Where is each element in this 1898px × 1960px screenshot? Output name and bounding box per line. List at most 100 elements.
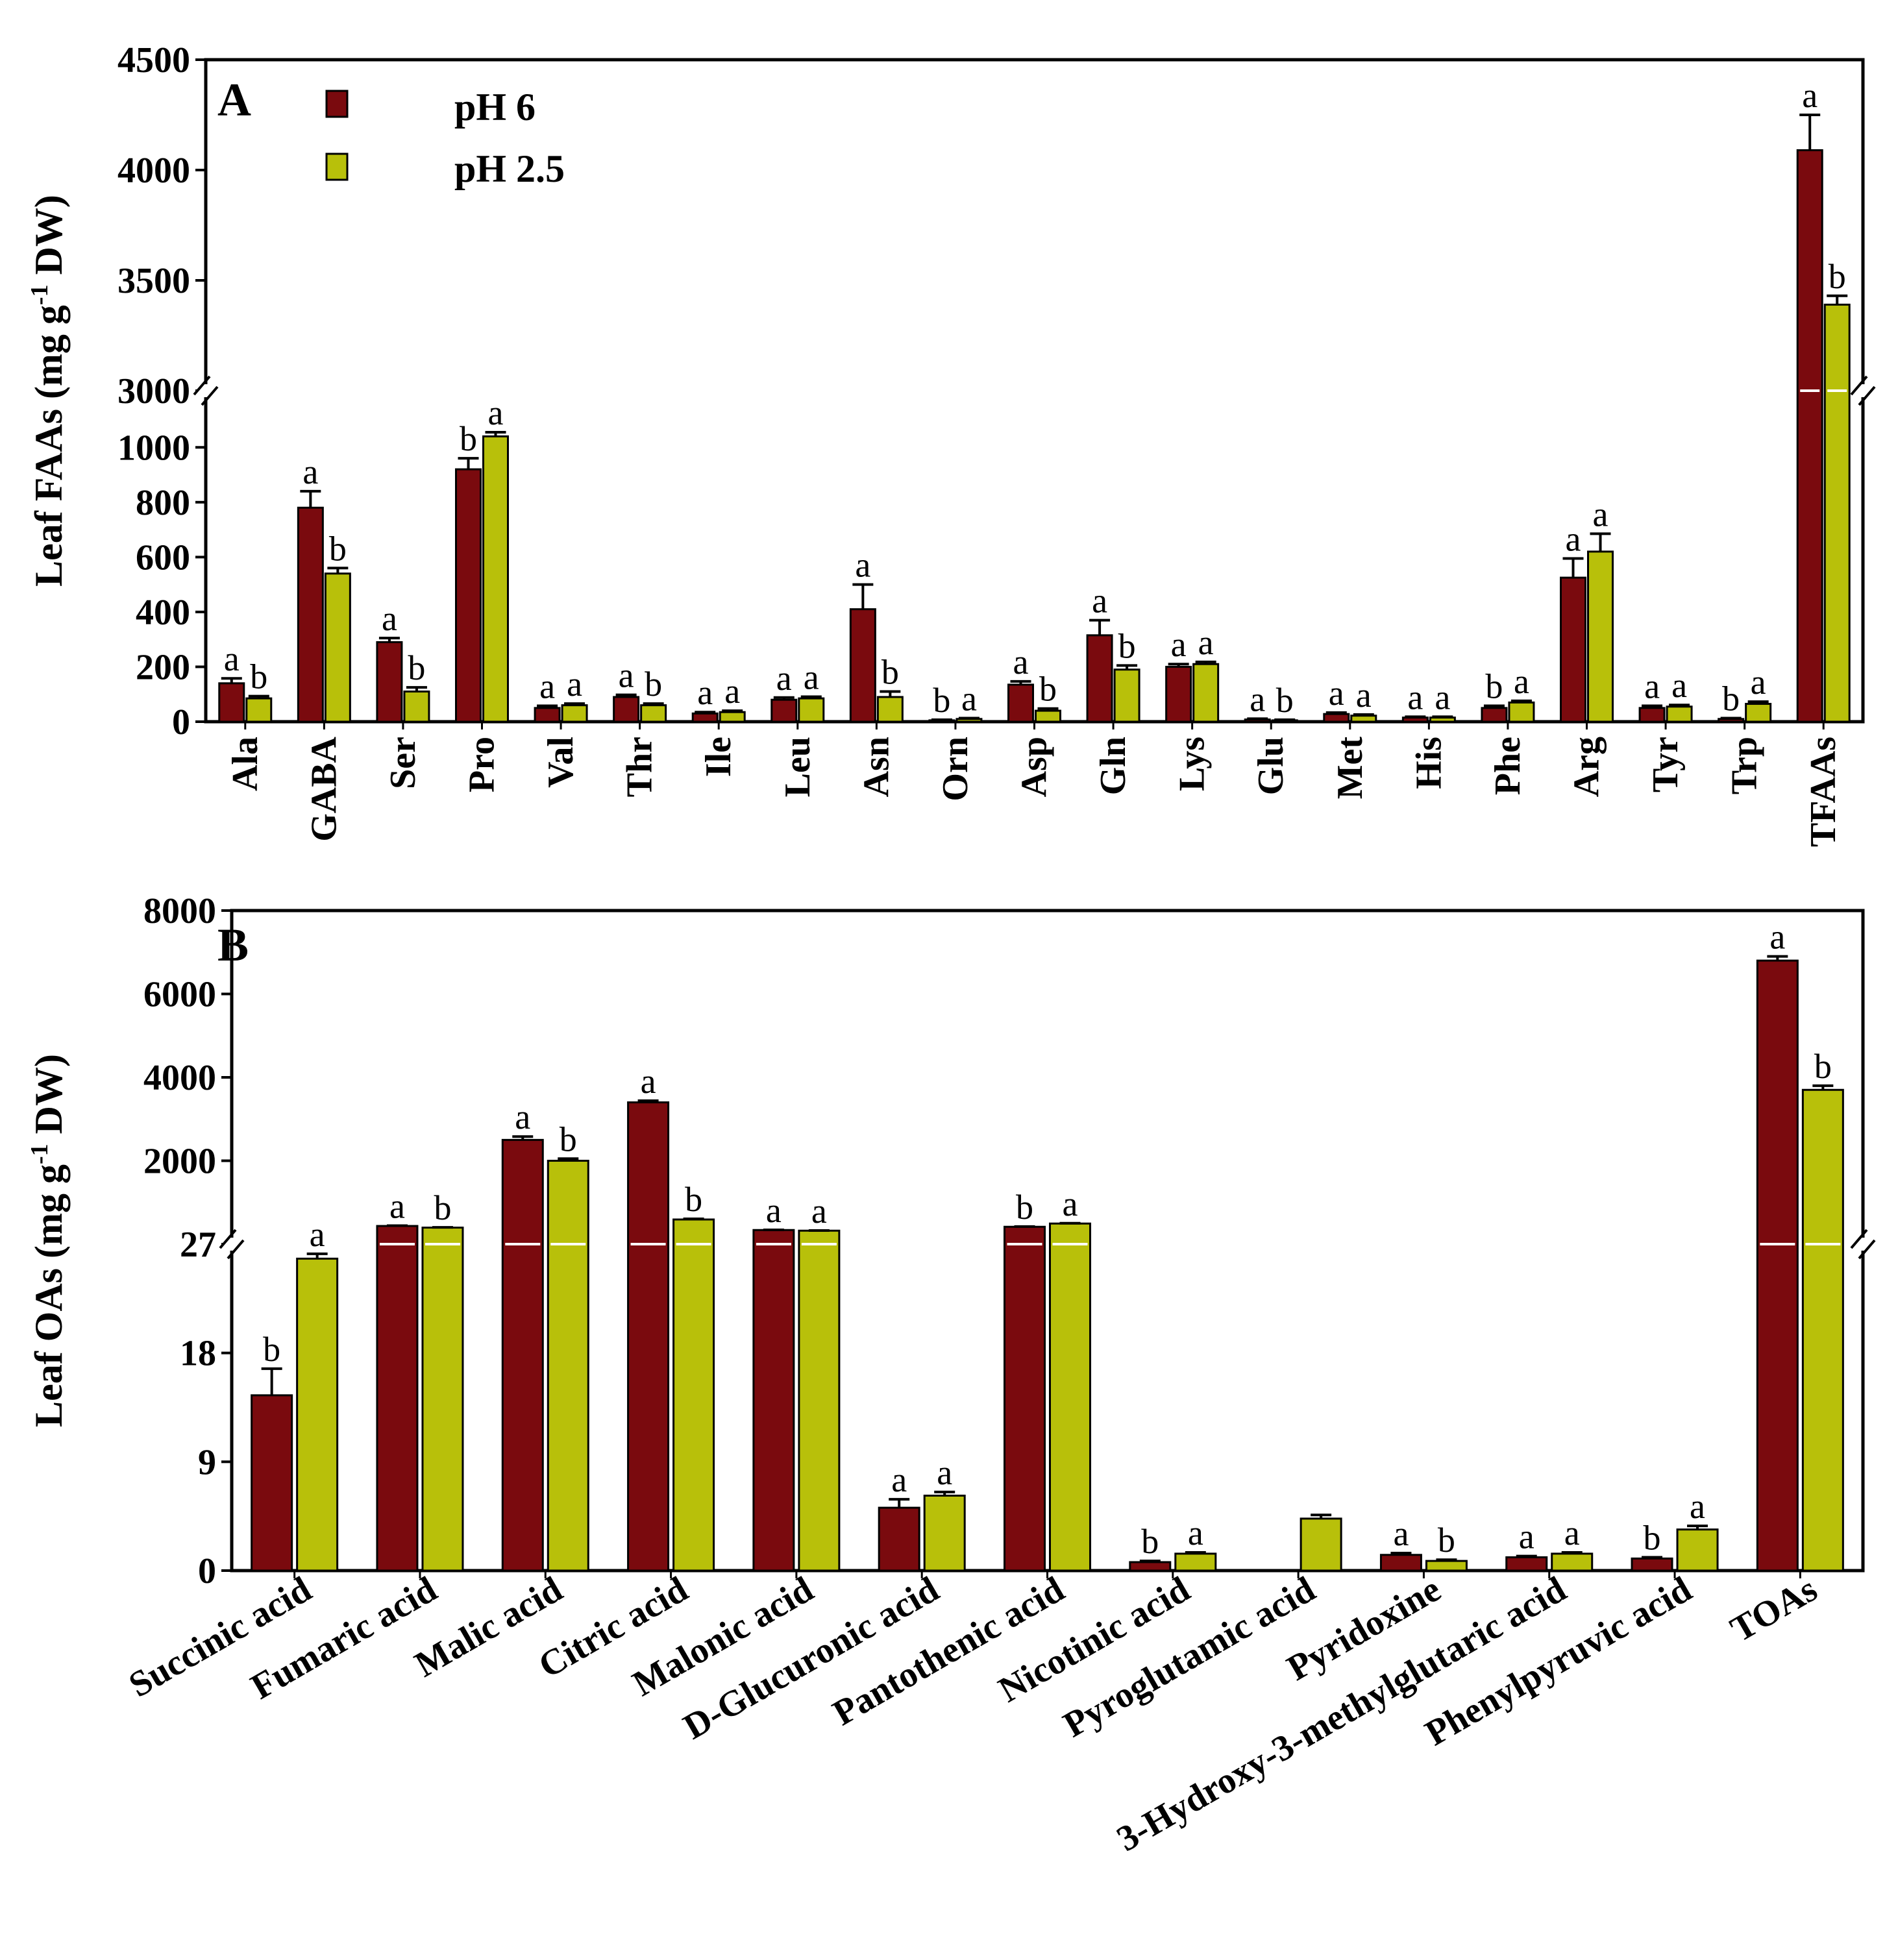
bar-ser-ph6: [376, 641, 403, 723]
panel-label: B: [217, 919, 249, 971]
bar-succinic-acid-ph6: [251, 1394, 293, 1572]
bar-d-glucuronic-acid-ph25: [923, 1494, 966, 1572]
significance-letter: a: [1171, 625, 1187, 664]
bar-ala-ph6: [218, 682, 245, 723]
x-category-label: Val: [541, 737, 581, 788]
x-category-label: Ile: [698, 737, 739, 777]
bar-ile-ph6: [691, 712, 719, 723]
bar-pro-ph25: [482, 435, 509, 723]
legend-swatch-ph6: [325, 90, 349, 118]
bar-arg-ph6: [1560, 576, 1586, 723]
bar-toas-ph6: [1756, 959, 1799, 1572]
y-tick-label: 0: [198, 1551, 216, 1591]
y-tick-label: 200: [136, 647, 190, 687]
bar-met-ph25: [1350, 715, 1377, 723]
significance-letter: a: [855, 546, 870, 585]
bar-asn-ph25: [876, 696, 904, 723]
y-axis-title-main: Leaf OAs (mg g: [27, 1164, 70, 1427]
panel-label: A: [217, 74, 251, 126]
y-tick-label: 9: [198, 1442, 216, 1482]
significance-letter: a: [1435, 678, 1450, 717]
y-tick-label: 27: [180, 1225, 216, 1265]
significance-letter: a: [937, 1453, 952, 1492]
significance-letter: a: [1514, 662, 1529, 701]
significance-letter: b: [1118, 626, 1136, 665]
significance-letter: a: [1769, 918, 1785, 957]
significance-letter: b: [1722, 680, 1740, 718]
bar-met-ph6: [1323, 713, 1350, 723]
bar-thr-ph25: [640, 704, 667, 723]
significance-letter: a: [641, 1062, 656, 1101]
significance-letter: a: [1063, 1184, 1078, 1223]
significance-letter: a: [1198, 623, 1214, 662]
x-category-label: Tyr: [1645, 737, 1686, 792]
bar-malic-acid-ph6: [501, 1138, 544, 1572]
y-tick-label: 400: [136, 593, 190, 633]
x-category-label: Lys: [1172, 737, 1213, 791]
x-category-label: TOAs: [1724, 1569, 1824, 1650]
y-tick-label: 4000: [143, 1058, 216, 1098]
x-category-label: Leu: [778, 737, 818, 797]
legend: pH 6 pH 2.5: [325, 86, 565, 190]
legend-label-ph25: pH 2.5: [454, 147, 565, 190]
axis-break-mark: [193, 375, 211, 396]
panel-a-faas-chart: 0 200 400 600 800 1000 3000 3500 4000 4500 A Leaf F…: [26, 40, 1876, 847]
bar-ala-ph25: [245, 697, 273, 723]
bar-citric-acid-ph25: [672, 1218, 715, 1572]
significance-letter: b: [1644, 1519, 1661, 1558]
bar-tfaas-ph25: [1823, 303, 1851, 723]
significance-letter: b: [1814, 1047, 1832, 1086]
y-tick-label: 2000: [143, 1142, 216, 1182]
bar-pantothenic-acid-ph6: [1004, 1225, 1046, 1572]
bar-succinic-acid-ph25: [296, 1257, 339, 1572]
significance-letter: b: [263, 1330, 280, 1369]
y-axis-title-sup: -1: [26, 1144, 53, 1164]
significance-letter: a: [1188, 1513, 1203, 1552]
significance-letter: b: [1438, 1521, 1455, 1560]
bar-phe-ph6: [1481, 707, 1508, 723]
bar-leu-ph6: [770, 698, 798, 723]
x-category-label: Asp: [1015, 737, 1055, 797]
legend-label-ph6: pH 6: [454, 86, 536, 129]
significance-letter: a: [1519, 1517, 1534, 1556]
axis-break-mark: [227, 1239, 245, 1260]
y-tick-label: 1000: [117, 428, 190, 468]
significance-letter: a: [1593, 495, 1608, 533]
significance-letter: a: [1329, 674, 1344, 713]
significance-letter: a: [1564, 1513, 1580, 1552]
x-category-label: Gln: [1093, 737, 1133, 795]
y-tick-label: 800: [136, 483, 190, 523]
bar-3-hydroxy-3-methylglutaric-acid-ph6: [1505, 1556, 1548, 1572]
significance-letter: b: [881, 653, 899, 692]
significance-letter: a: [389, 1187, 405, 1226]
significance-letter: a: [776, 659, 792, 698]
bar-phe-ph25: [1508, 701, 1535, 723]
bar-malic-acid-ph25: [547, 1160, 589, 1572]
bar-lys-ph25: [1192, 663, 1220, 723]
significance-letter: b: [434, 1188, 451, 1227]
significance-letter: a: [1802, 76, 1818, 115]
significance-letter: a: [961, 680, 977, 718]
bar-ser-ph25: [403, 691, 430, 723]
x-category-label: TFAAs: [1803, 737, 1843, 847]
bar-lys-ph6: [1165, 665, 1192, 723]
x-category-label: GABA: [304, 736, 344, 841]
bar-malonic-acid-ph6: [752, 1229, 795, 1572]
y-tick-label: 600: [136, 537, 190, 578]
bar-pantothenic-acid-ph25: [1049, 1222, 1091, 1572]
significance-letter: b: [1141, 1522, 1159, 1561]
x-category-label: Phe: [1488, 737, 1528, 795]
y-tick-label: 0: [172, 702, 190, 742]
x-category-label: His: [1409, 737, 1449, 789]
bar-malonic-acid-ph25: [798, 1229, 841, 1572]
significance-letter: a: [724, 672, 740, 711]
bar-arg-ph25: [1587, 550, 1614, 723]
y-axis-title-tail: DW): [27, 195, 70, 284]
bar-tyr-ph25: [1666, 705, 1693, 723]
significance-letter: a: [1644, 667, 1660, 705]
bar-toas-ph25: [1801, 1088, 1844, 1572]
bar-phenylpyruvic-acid-ph25: [1676, 1528, 1719, 1572]
bar-3-hydroxy-3-methylglutaric-acid-ph25: [1551, 1552, 1594, 1572]
axis-break-mark: [1858, 386, 1876, 406]
